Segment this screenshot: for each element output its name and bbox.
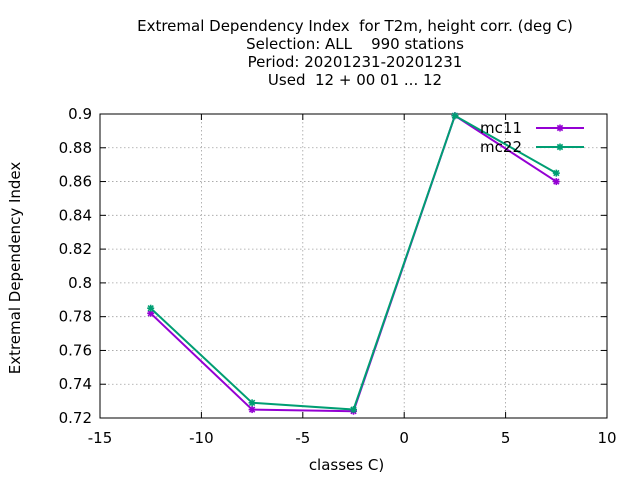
data-point xyxy=(350,406,357,414)
y-tick-label: 0.86 xyxy=(59,173,92,191)
y-tick-label: 0.78 xyxy=(59,308,92,326)
series-layer xyxy=(147,112,560,415)
y-axis-label: Extremal Dependency Index xyxy=(6,162,24,375)
x-tick-label: 5 xyxy=(501,429,511,447)
x-tick-label: 10 xyxy=(597,429,616,447)
data-point xyxy=(451,112,459,120)
y-tick-label: 0.74 xyxy=(59,375,92,393)
data-point xyxy=(552,169,560,177)
x-tick-label: -10 xyxy=(189,429,214,447)
y-tick-label: 0.82 xyxy=(59,240,92,258)
data-point xyxy=(147,304,155,312)
x-tick-label: 0 xyxy=(399,429,409,447)
axis-ticks: 0.72 0.74 0.76 0.78 0.8 0.82 0.84 0.86 0.88 0.9 -1… xyxy=(59,105,617,447)
legend-label: mc22 xyxy=(480,138,522,156)
title-line-4: Used 12 + 00 01 ... 12 xyxy=(267,71,443,89)
data-point xyxy=(248,406,256,414)
y-tick-label: 0.84 xyxy=(59,206,92,224)
plot-border xyxy=(99,113,608,419)
series-mc22 xyxy=(147,112,560,414)
data-point xyxy=(248,399,256,407)
x-axis-label: classes C) xyxy=(309,456,384,474)
y-tick-label: 0.76 xyxy=(59,341,92,359)
legend-marker xyxy=(556,143,564,151)
chart-title: Extremal Dependency Index for T2m, heigh… xyxy=(0,17,640,89)
y-tick-label: 0.8 xyxy=(68,274,92,292)
y-tick-label: 0.72 xyxy=(59,409,92,427)
title-line-3: Period: 20201231-20201231 xyxy=(247,53,463,71)
title-line-1: Extremal Dependency Index for T2m, heigh… xyxy=(137,17,573,35)
x-tick-label: -15 xyxy=(88,429,113,447)
data-point xyxy=(552,178,560,186)
y-tick-label: 0.88 xyxy=(59,139,92,157)
series-line xyxy=(150,114,557,411)
series-line xyxy=(150,114,557,413)
grid xyxy=(100,114,607,418)
plot-frame xyxy=(99,113,608,419)
legend-marker xyxy=(556,124,564,132)
y-tick-label: 0.9 xyxy=(68,105,92,123)
title-line-2: Selection: ALL 990 stations xyxy=(246,35,464,53)
legend-label: mc11 xyxy=(480,119,522,137)
x-tick-label: -5 xyxy=(295,429,310,447)
series-mc11 xyxy=(147,112,560,415)
